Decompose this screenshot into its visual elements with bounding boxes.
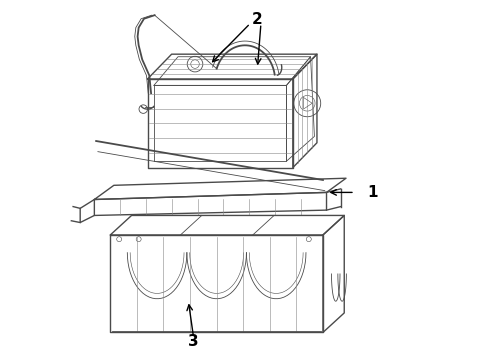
Text: 1: 1 — [368, 185, 378, 200]
Text: 2: 2 — [252, 12, 263, 27]
Text: 3: 3 — [188, 334, 199, 349]
